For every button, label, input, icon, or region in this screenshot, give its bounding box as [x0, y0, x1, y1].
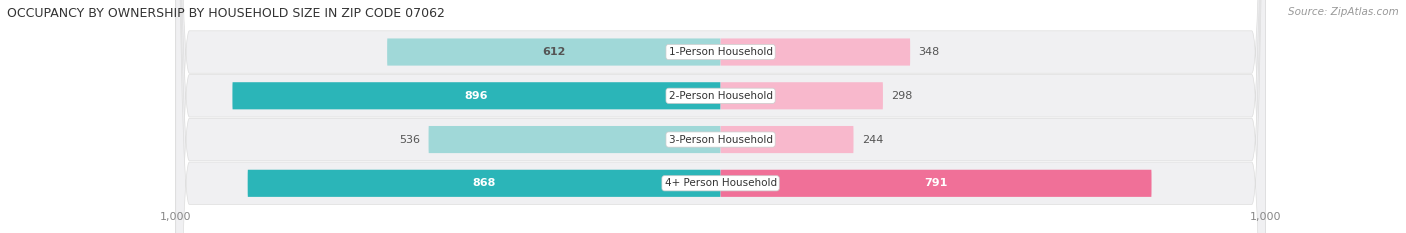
- Text: 4+ Person Household: 4+ Person Household: [665, 178, 776, 188]
- FancyBboxPatch shape: [387, 38, 721, 66]
- FancyBboxPatch shape: [721, 170, 1152, 197]
- Text: 2-Person Household: 2-Person Household: [669, 91, 772, 101]
- Text: 536: 536: [399, 134, 420, 144]
- FancyBboxPatch shape: [721, 126, 853, 153]
- FancyBboxPatch shape: [176, 0, 1265, 233]
- FancyBboxPatch shape: [232, 82, 721, 109]
- Text: 1-Person Household: 1-Person Household: [669, 47, 772, 57]
- Text: Source: ZipAtlas.com: Source: ZipAtlas.com: [1288, 7, 1399, 17]
- FancyBboxPatch shape: [721, 82, 883, 109]
- Text: 244: 244: [862, 134, 883, 144]
- Text: 612: 612: [543, 47, 565, 57]
- FancyBboxPatch shape: [429, 126, 721, 153]
- FancyBboxPatch shape: [176, 0, 1265, 233]
- Text: 896: 896: [465, 91, 488, 101]
- FancyBboxPatch shape: [176, 0, 1265, 233]
- Text: OCCUPANCY BY OWNERSHIP BY HOUSEHOLD SIZE IN ZIP CODE 07062: OCCUPANCY BY OWNERSHIP BY HOUSEHOLD SIZE…: [7, 7, 444, 20]
- Text: 3-Person Household: 3-Person Household: [669, 134, 772, 144]
- Text: 791: 791: [924, 178, 948, 188]
- FancyBboxPatch shape: [721, 38, 910, 66]
- FancyBboxPatch shape: [247, 170, 721, 197]
- Text: 298: 298: [891, 91, 912, 101]
- Text: 868: 868: [472, 178, 496, 188]
- FancyBboxPatch shape: [176, 0, 1265, 233]
- Text: 348: 348: [918, 47, 939, 57]
